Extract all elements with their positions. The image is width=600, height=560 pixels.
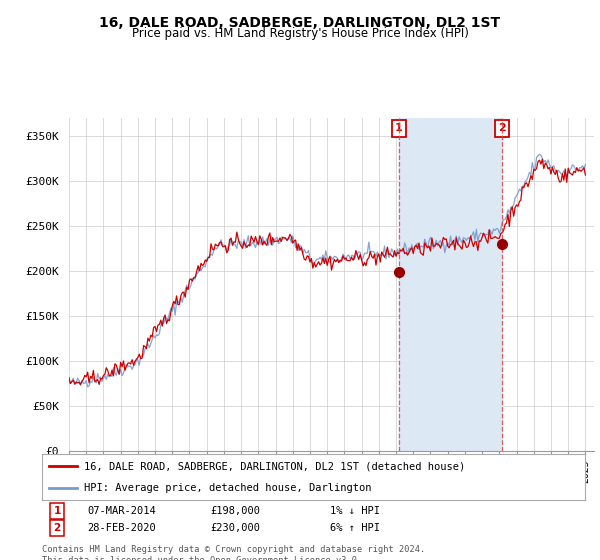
- Text: HPI: Average price, detached house, Darlington: HPI: Average price, detached house, Darl…: [85, 483, 372, 493]
- Text: 1% ↓ HPI: 1% ↓ HPI: [330, 506, 380, 516]
- Text: 16, DALE ROAD, SADBERGE, DARLINGTON, DL2 1ST: 16, DALE ROAD, SADBERGE, DARLINGTON, DL2…: [100, 16, 500, 30]
- Text: 2: 2: [53, 523, 61, 533]
- Text: 2: 2: [498, 123, 506, 133]
- Text: 6% ↑ HPI: 6% ↑ HPI: [330, 523, 380, 533]
- Text: 16, DALE ROAD, SADBERGE, DARLINGTON, DL2 1ST (detached house): 16, DALE ROAD, SADBERGE, DARLINGTON, DL2…: [85, 461, 466, 472]
- Text: £230,000: £230,000: [210, 523, 260, 533]
- Text: 1: 1: [395, 123, 403, 133]
- Text: 1: 1: [53, 506, 61, 516]
- Text: Contains HM Land Registry data © Crown copyright and database right 2024.
This d: Contains HM Land Registry data © Crown c…: [42, 545, 425, 560]
- Text: Price paid vs. HM Land Registry's House Price Index (HPI): Price paid vs. HM Land Registry's House …: [131, 27, 469, 40]
- Bar: [399, 118, 502, 451]
- Text: 28-FEB-2020: 28-FEB-2020: [87, 523, 156, 533]
- Text: 07-MAR-2014: 07-MAR-2014: [87, 506, 156, 516]
- Text: £198,000: £198,000: [210, 506, 260, 516]
